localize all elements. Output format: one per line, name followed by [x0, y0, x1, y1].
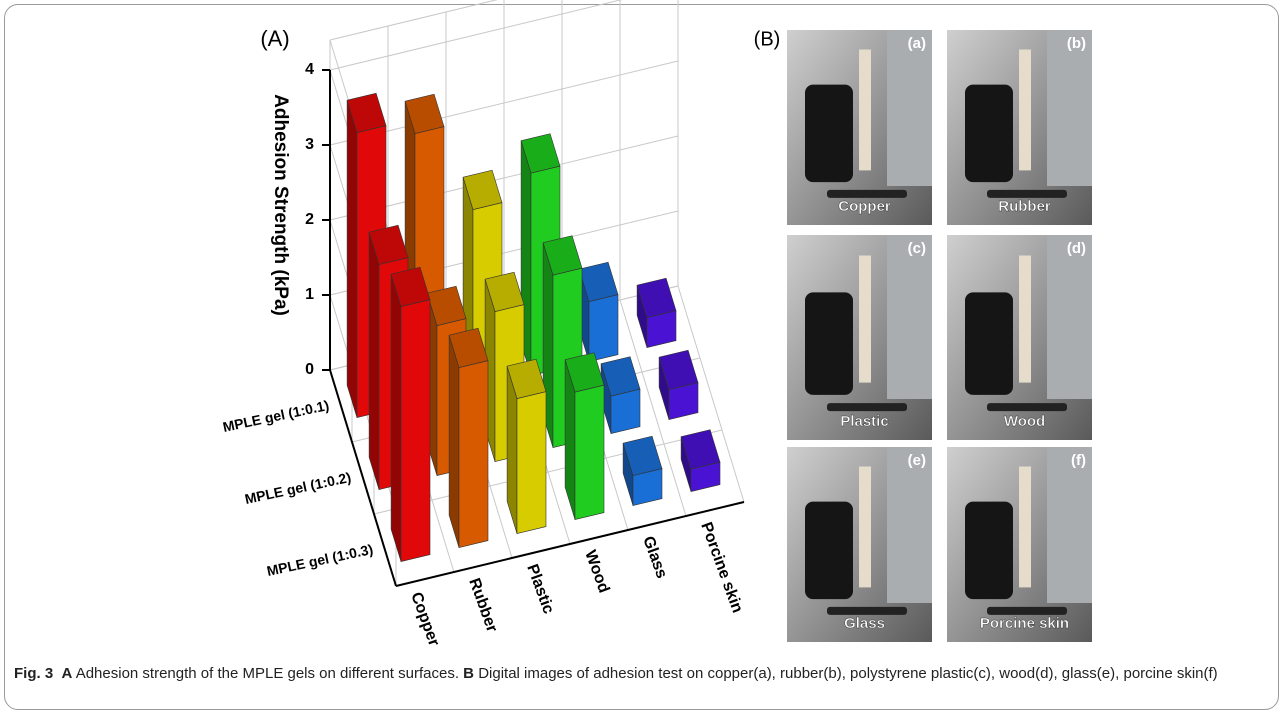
figure: (A) (B) 0 1 2 3 4 Adhesion Strength (kPa) MPLE…: [0, 0, 1285, 660]
x-tick-label: Plastic: [523, 562, 557, 616]
caption-key: B: [463, 665, 474, 682]
page: (A) (B) 0 1 2 3 4 Adhesion Strength (kPa) MPLE…: [0, 0, 1285, 716]
bellows: [965, 502, 1013, 599]
bar: [637, 278, 676, 347]
photo-label: Plastic: [840, 413, 888, 430]
photo: (d) Wood: [947, 235, 1092, 440]
sample-strip: [1019, 256, 1031, 383]
photo: (c) Plastic: [787, 235, 932, 440]
bar-front: [575, 385, 604, 519]
machine-column: [1047, 447, 1092, 603]
bellows: [965, 292, 1013, 395]
z-tick-label: 4: [305, 61, 314, 78]
bar-front: [589, 295, 618, 362]
machine-column: [1047, 235, 1092, 399]
photo-label: Rubber: [998, 198, 1051, 215]
bellows: [805, 85, 853, 183]
photo-label: Porcine skin: [980, 615, 1069, 632]
chart: 0 1 2 3 4 Adhesion Strength (kPa) MPLE gel (1:…: [221, 0, 746, 648]
photo-label: Glass: [844, 615, 885, 632]
caption: Fig. 3 A Adhesion strength of the MPLE g…: [14, 662, 1269, 686]
bar-front: [459, 361, 488, 548]
bar: [391, 267, 430, 561]
caption-fig: Fig. 3: [14, 665, 53, 682]
base: [827, 403, 907, 411]
base: [987, 403, 1067, 411]
bellows: [965, 85, 1013, 183]
bar: [449, 328, 488, 547]
caption-key: A: [62, 665, 73, 682]
photo-grid: (a) Copper (b) Rubber (c) Plastic (d) Wood (e) Gl…: [787, 30, 1092, 642]
photo: (e) Glass: [787, 447, 932, 642]
bar: [601, 357, 640, 434]
bar: [623, 436, 662, 505]
x-tick-label: Copper: [407, 590, 442, 648]
machine-column: [887, 447, 932, 603]
photo-label: Copper: [838, 198, 891, 215]
x-tick-label: Rubber: [465, 576, 500, 634]
bar: [579, 262, 618, 361]
panel-label: (A): [260, 26, 289, 51]
machine-column: [887, 235, 932, 399]
bar-side: [449, 335, 459, 547]
base: [987, 607, 1067, 615]
caption-text: Digital images of adhesion test on coppe…: [478, 665, 1217, 682]
sample-strip: [1019, 50, 1031, 171]
photo-label: Wood: [1004, 413, 1045, 430]
sample-strip: [859, 467, 871, 588]
photo-letter: (b): [1067, 35, 1086, 52]
z-tick-label: 3: [305, 136, 314, 153]
caption-text: Adhesion strength of the MPLE gels on di…: [76, 665, 459, 682]
panel-label: (B): [754, 28, 781, 50]
bar-side: [369, 232, 379, 489]
z-axis-label: Adhesion Strength (kPa): [270, 94, 291, 316]
bar: [681, 430, 720, 492]
bar-front: [517, 392, 546, 534]
base: [827, 190, 907, 198]
base: [827, 607, 907, 615]
bellows: [805, 502, 853, 599]
machine-column: [887, 30, 932, 186]
photo-letter: (c): [908, 240, 926, 257]
x-tick-label: Porcine skin: [697, 520, 746, 615]
bar: [507, 359, 546, 533]
photo-letter: (d): [1067, 240, 1086, 257]
bellows: [805, 292, 853, 395]
photo-letter: (a): [908, 35, 926, 52]
z-tick-label: 0: [305, 361, 314, 378]
bar: [565, 353, 604, 520]
bar-front: [401, 300, 430, 562]
bar-front: [611, 389, 640, 434]
row-label: MPLE gel (1:0.3): [265, 541, 374, 579]
photo-letter: (e): [908, 452, 926, 469]
row-label: MPLE gel (1:0.1): [221, 397, 330, 435]
sample-strip: [859, 256, 871, 383]
photo: (f) Porcine skin: [947, 447, 1092, 642]
bar-side: [347, 100, 357, 417]
z-tick-label: 1: [305, 286, 314, 303]
x-tick-label: Glass: [639, 534, 670, 581]
x-tick-label: Wood: [581, 548, 612, 595]
row-label: MPLE gel (1:0.2): [243, 469, 352, 507]
bar-side: [391, 274, 401, 561]
bar: [659, 350, 698, 419]
photo: (a) Copper: [787, 30, 932, 225]
sample-strip: [859, 50, 871, 171]
base: [987, 190, 1067, 198]
photo-letter: (f): [1071, 452, 1086, 469]
machine-column: [1047, 30, 1092, 186]
axis-line: [396, 502, 744, 586]
sample-strip: [1019, 467, 1031, 588]
z-tick-label: 2: [305, 211, 314, 228]
photo: (b) Rubber: [947, 30, 1092, 225]
